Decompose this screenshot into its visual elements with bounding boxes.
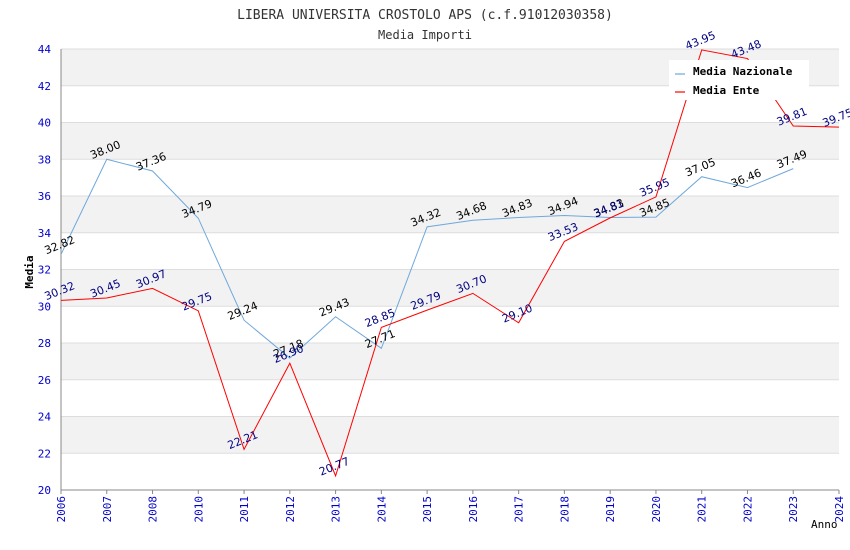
chart-title: LIBERA UNIVERSITA CROSTOLO APS (c.f.9101… bbox=[237, 8, 613, 23]
grid-band bbox=[61, 416, 839, 454]
x-tick-label: 2006 bbox=[55, 496, 68, 523]
y-axis-label: Media bbox=[23, 255, 36, 288]
x-tick-label: 2016 bbox=[467, 496, 480, 523]
grid-lines bbox=[61, 48, 839, 491]
y-tick-label: 36 bbox=[38, 190, 51, 203]
axes bbox=[60, 49, 839, 491]
x-tick-label: 2007 bbox=[101, 496, 114, 523]
y-tick-label: 32 bbox=[38, 264, 51, 277]
x-tick-label: 2008 bbox=[147, 496, 160, 523]
y-tick-label: 30 bbox=[38, 300, 51, 313]
y-ticks: 20 22 24 26 28 30 32 34 36 38 40 42 44 bbox=[38, 43, 52, 497]
y-tick-label: 38 bbox=[38, 153, 51, 166]
legend: Media Nazionale Media Ente bbox=[669, 60, 809, 100]
legend-label-media-ente: Media Ente bbox=[693, 84, 760, 97]
grid-band bbox=[61, 122, 839, 160]
x-tick-label: 2020 bbox=[650, 496, 663, 523]
x-tick-label: 2018 bbox=[558, 496, 571, 523]
y-tick-label: 20 bbox=[38, 484, 51, 497]
y-tick-label: 28 bbox=[38, 337, 51, 350]
x-tick-label: 2019 bbox=[604, 496, 617, 523]
grid-band bbox=[61, 343, 839, 380]
x-tick-label: 2013 bbox=[330, 496, 343, 523]
y-tick-label: 40 bbox=[38, 117, 51, 130]
grid-band bbox=[61, 269, 839, 307]
background-bands bbox=[61, 49, 839, 454]
grid-band bbox=[61, 196, 839, 233]
y-tick-label: 44 bbox=[38, 43, 52, 56]
x-tick-label: 2015 bbox=[421, 496, 434, 523]
x-tick-label: 2017 bbox=[513, 496, 526, 523]
x-tick-label: 2024 bbox=[833, 496, 846, 523]
series-line-media-ente bbox=[61, 49, 839, 478]
x-tick-label: 2021 bbox=[696, 496, 709, 523]
data-label-media-ente: 28.85 bbox=[363, 306, 397, 330]
x-tick-label: 2023 bbox=[787, 496, 800, 523]
x-ticks: 2006 2007 2008 2010 2011 2012 2013 2014 2015 2016… bbox=[55, 490, 846, 523]
legend-box bbox=[669, 60, 809, 100]
y-tick-label: 22 bbox=[38, 447, 51, 460]
x-tick-label: 2012 bbox=[284, 496, 297, 523]
x-tick-label: 2022 bbox=[741, 496, 754, 523]
y-tick-label: 24 bbox=[38, 411, 52, 424]
series bbox=[61, 49, 839, 478]
x-tick-label: 2014 bbox=[375, 496, 388, 523]
chart-subtitle: Media Importi bbox=[378, 28, 472, 42]
data-label-media-ente: 20.77 bbox=[317, 455, 351, 479]
y-tick-label: 42 bbox=[38, 80, 51, 93]
x-axis-label: Anno bbox=[811, 518, 838, 531]
y-tick-label: 34 bbox=[38, 227, 52, 240]
data-label-media-nazionale: 36.46 bbox=[729, 166, 763, 190]
x-tick-label: 2010 bbox=[192, 496, 205, 523]
legend-label-media-nazionale: Media Nazionale bbox=[693, 65, 793, 78]
y-tick-label: 26 bbox=[38, 374, 51, 387]
series-line-media-nazionale bbox=[61, 158, 794, 359]
x-tick-label: 2011 bbox=[238, 496, 251, 523]
